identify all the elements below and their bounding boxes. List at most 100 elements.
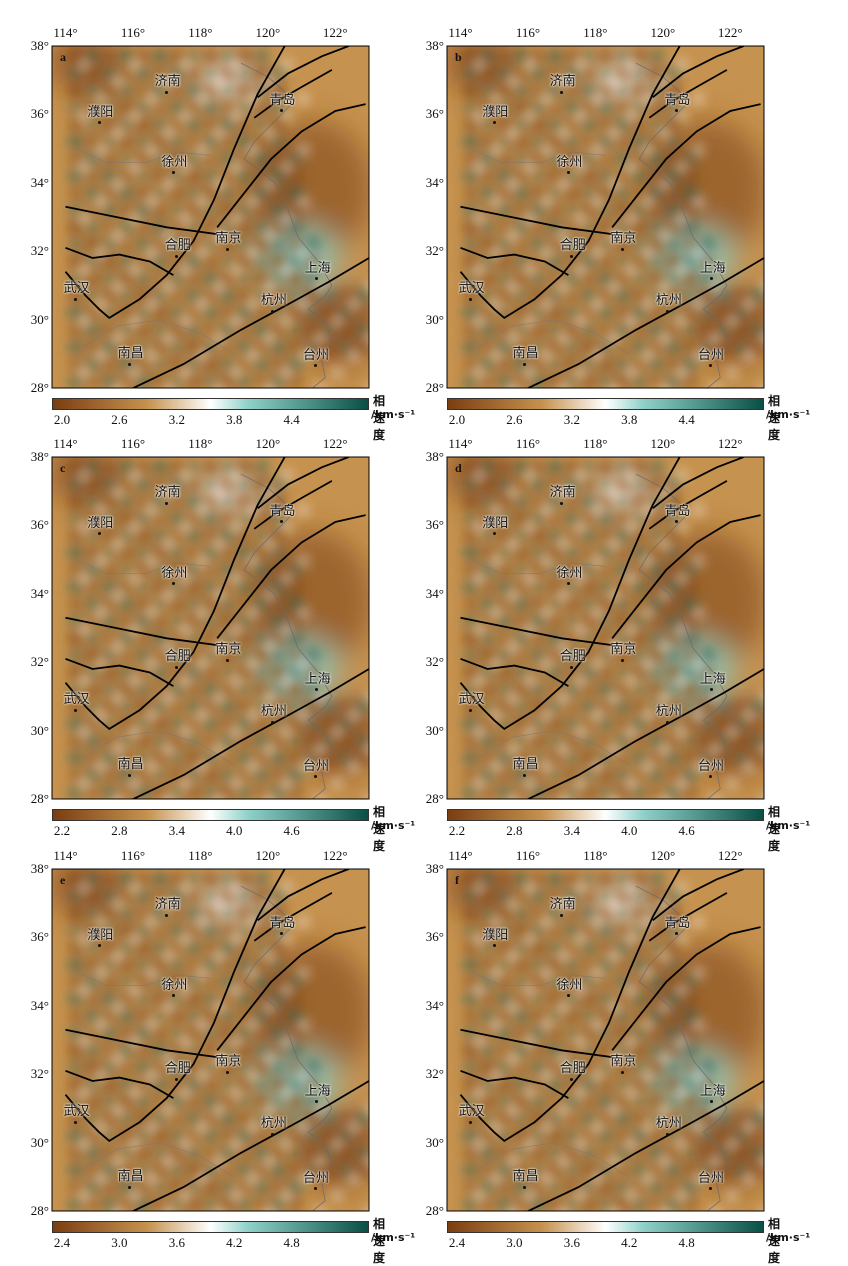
x-tick-label: 118° bbox=[583, 436, 608, 451]
x-tick-label: 120° bbox=[650, 25, 676, 40]
x-tick-label: 116° bbox=[120, 436, 146, 451]
city-marker-puyang bbox=[492, 944, 496, 948]
fault-line bbox=[460, 205, 613, 235]
x-tick-label: 114° bbox=[448, 436, 473, 451]
city-marker-shanghai bbox=[710, 688, 714, 692]
city-label-jinan: 济南 bbox=[154, 74, 181, 90]
fault-line bbox=[216, 103, 366, 228]
city-marker-hefei bbox=[570, 1077, 574, 1081]
city-marker-xuzhou bbox=[171, 994, 175, 998]
city-marker-qingdao bbox=[279, 932, 283, 936]
city-label-taizhou: 台州 bbox=[303, 347, 330, 363]
fault-line bbox=[648, 892, 728, 942]
fault-line bbox=[460, 1028, 613, 1058]
x-tick-label: 120° bbox=[255, 848, 281, 863]
x-tick-label: 120° bbox=[255, 436, 281, 451]
panel-label: b bbox=[455, 50, 462, 64]
fault-line bbox=[526, 668, 764, 799]
fault-line bbox=[64, 457, 286, 731]
city-label-qingdao: 青岛 bbox=[664, 915, 691, 931]
city-label-nanjing: 南京 bbox=[610, 642, 637, 658]
city-label-hefei: 合肥 bbox=[164, 1061, 191, 1077]
y-tick-label: 36° bbox=[425, 517, 444, 533]
y-tick-label: 32° bbox=[30, 1066, 49, 1082]
city-marker-taizhou bbox=[708, 364, 712, 368]
colorbar-title: 相速度 bbox=[768, 805, 781, 853]
x-tick-label: 118° bbox=[583, 848, 608, 863]
city-label-taizhou: 台州 bbox=[303, 1170, 330, 1186]
colorbar bbox=[447, 398, 764, 410]
colorbar-tick-label: 3.4 bbox=[563, 823, 580, 838]
fault-line bbox=[611, 514, 761, 639]
y-tick-label: 30° bbox=[30, 722, 49, 738]
y-tick-label: 38° bbox=[30, 861, 49, 876]
city-marker-taizhou bbox=[708, 1187, 712, 1191]
x-tick-label: 116° bbox=[515, 25, 541, 40]
x-tick-label: 122° bbox=[322, 25, 348, 40]
city-marker-qingdao bbox=[674, 932, 678, 936]
colorbar-tick-label: 2.6 bbox=[111, 412, 128, 427]
city-marker-xuzhou bbox=[566, 994, 570, 998]
y-tick-label: 36° bbox=[425, 106, 444, 122]
city-marker-qingdao bbox=[674, 109, 678, 113]
y-tick-label: 38° bbox=[425, 38, 444, 53]
city-label-puyang: 濮阳 bbox=[87, 104, 114, 120]
city-marker-nanjing bbox=[225, 1070, 229, 1074]
city-label-hefei: 合肥 bbox=[559, 649, 586, 665]
colorbar-tick-label: 3.0 bbox=[111, 1235, 128, 1250]
city-marker-jinan bbox=[165, 501, 169, 505]
velocity-map-d bbox=[446, 456, 765, 800]
colorbar-title: 相速度 bbox=[768, 394, 781, 442]
city-marker-nanchang bbox=[523, 362, 527, 366]
city-label-wuhan: 武汉 bbox=[458, 281, 485, 297]
city-marker-puyang bbox=[492, 121, 496, 125]
y-tick-label: 30° bbox=[30, 1134, 49, 1150]
city-marker-wuhan bbox=[74, 297, 78, 301]
city-marker-taizhou bbox=[708, 775, 712, 779]
city-marker-hefei bbox=[175, 1077, 179, 1081]
fault-line bbox=[253, 69, 333, 119]
fault-line bbox=[648, 480, 728, 530]
colorbar-title: 相速度 bbox=[373, 394, 386, 442]
y-tick-label: 38° bbox=[30, 449, 49, 464]
city-marker-hangzhou bbox=[271, 720, 275, 724]
fault-line bbox=[131, 1080, 369, 1211]
colorbar-tick-label: 4.0 bbox=[621, 823, 638, 838]
city-marker-nanchang bbox=[523, 1185, 527, 1189]
city-marker-nanjing bbox=[620, 247, 624, 251]
fault-line bbox=[216, 514, 366, 639]
y-tick-label: 28° bbox=[425, 1203, 444, 1218]
city-label-shanghai: 上海 bbox=[304, 671, 331, 687]
city-label-puyang: 濮阳 bbox=[87, 515, 114, 531]
fault-line bbox=[526, 257, 764, 388]
colorbar-tick-label: 2.8 bbox=[506, 823, 523, 838]
city-marker-wuhan bbox=[74, 708, 78, 712]
city-label-hefei: 合肥 bbox=[164, 238, 191, 254]
fault-line bbox=[460, 1069, 569, 1099]
colorbar-unit: /km·s⁻¹ bbox=[766, 408, 811, 421]
city-marker-taizhou bbox=[313, 775, 317, 779]
city-marker-nanchang bbox=[128, 773, 132, 777]
fault-line bbox=[65, 246, 174, 276]
city-label-nanjing: 南京 bbox=[610, 231, 637, 247]
x-tick-label: 114° bbox=[448, 848, 473, 863]
city-marker-wuhan bbox=[469, 1120, 473, 1124]
y-tick-label: 28° bbox=[30, 791, 49, 806]
city-marker-xuzhou bbox=[566, 582, 570, 586]
x-tick-label: 122° bbox=[322, 848, 348, 863]
colorbar-tick-label: 4.4 bbox=[283, 412, 300, 427]
colorbar-tick-label: 2.0 bbox=[448, 412, 466, 427]
colorbar-tick-label: 4.2 bbox=[226, 1235, 243, 1250]
city-marker-shanghai bbox=[710, 277, 714, 281]
y-tick-label: 32° bbox=[425, 243, 444, 259]
city-label-puyang: 濮阳 bbox=[87, 927, 114, 943]
city-marker-jinan bbox=[560, 913, 564, 917]
colorbar-tick-label: 4.2 bbox=[621, 1235, 638, 1250]
city-label-puyang: 濮阳 bbox=[482, 104, 509, 120]
city-marker-jinan bbox=[165, 913, 169, 917]
city-label-nanjing: 南京 bbox=[215, 231, 242, 247]
fault-line bbox=[64, 46, 286, 320]
x-tick-label: 122° bbox=[322, 436, 348, 451]
colorbar-tick-label: 4.6 bbox=[283, 823, 300, 838]
city-label-puyang: 濮阳 bbox=[482, 515, 509, 531]
